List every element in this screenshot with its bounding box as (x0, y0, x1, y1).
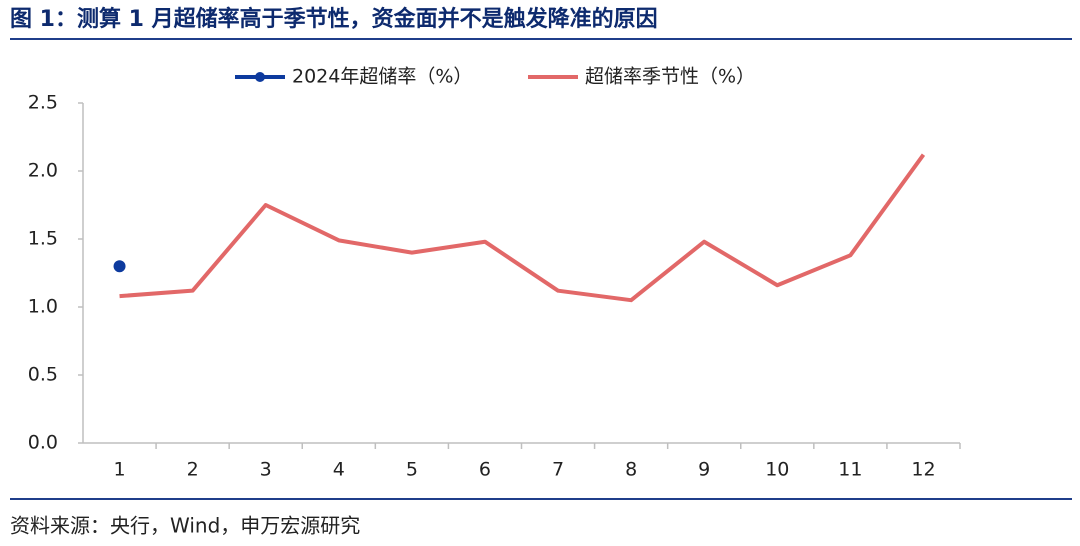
source: 资料来源：央行，Wind，申万宏源研究 (10, 514, 360, 538)
legend-label: 2024年超储率（%） (292, 66, 472, 88)
x-tick-label: 7 (552, 459, 564, 481)
y-tick-label: 1.0 (28, 296, 58, 318)
y-tick-label: 0.0 (28, 432, 58, 454)
x-tick-label: 3 (260, 459, 272, 481)
x-tick-label: 4 (333, 459, 345, 481)
x-tick-label: 8 (625, 459, 637, 481)
chart-title: 图 1：测算 1 月超储率高于季节性，资金面并不是触发降准的原因 (10, 6, 658, 32)
y-tick-label: 1.5 (28, 228, 58, 250)
point (113, 260, 126, 273)
x-tick-label: 12 (911, 459, 935, 481)
legend-label: 超储率季节性（%） (585, 66, 755, 88)
y-tick-label: 2.0 (28, 160, 58, 182)
y-tick-label: 2.5 (28, 92, 58, 114)
x-tick-label: 5 (406, 459, 418, 481)
x-tick-label: 1 (113, 459, 125, 481)
x-tick-label: 2 (187, 459, 199, 481)
x-tick-label: 10 (765, 459, 789, 481)
x-tick-label: 9 (698, 459, 710, 481)
x-tick-label: 6 (479, 459, 491, 481)
x-tick-label: 11 (838, 459, 862, 481)
y-tick-label: 0.5 (28, 364, 58, 386)
line (119, 153, 926, 303)
legend-marker (255, 72, 265, 82)
